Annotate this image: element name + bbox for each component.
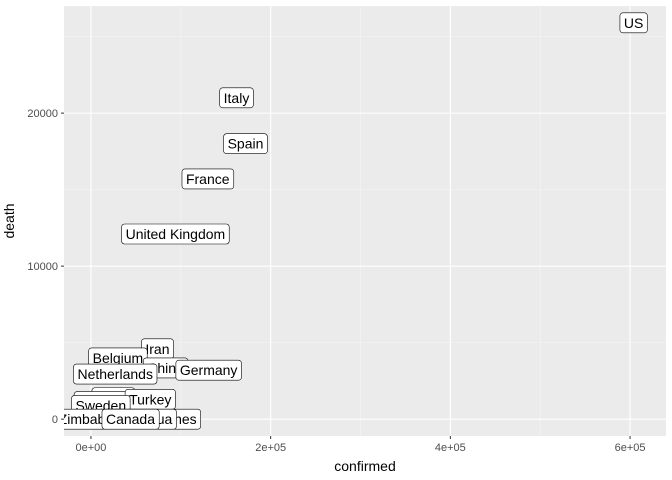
point-label: Canada [101, 408, 160, 430]
y-tick-label: 0 [52, 414, 58, 426]
point-label: Italy [219, 87, 254, 109]
label-text: United Kingdom [126, 226, 226, 242]
label-text: Germany [180, 362, 238, 378]
x-tick-label: 6e+05 [615, 442, 646, 454]
x-tick-label: 4e+05 [435, 442, 466, 454]
y-tick-label: 10000 [27, 261, 58, 273]
label-text: Turkey [129, 391, 171, 407]
label-text: Belgium [93, 350, 144, 366]
label-box [101, 408, 160, 430]
point-label: France [181, 168, 235, 190]
label-text: France [186, 171, 230, 187]
y-axis-title: death [1, 203, 17, 238]
point-labels: US Italy Spain France United Kingdom IranBelg… [64, 12, 648, 430]
label-text: Italy [224, 90, 250, 106]
label-box [619, 12, 648, 34]
point-label: US [619, 12, 648, 34]
point-label: Turkey [124, 388, 176, 410]
point-label: Netherlands [73, 363, 158, 385]
label-box [223, 133, 268, 155]
point-label: Iran [141, 338, 174, 360]
label-box [181, 168, 235, 190]
y-tick-label: 20000 [27, 108, 58, 120]
x-tick-label: 2e+05 [255, 442, 286, 454]
label-text: Iran [145, 341, 169, 357]
label-box [121, 223, 230, 245]
label-box [219, 87, 254, 109]
x-tick-label: 0e+00 [76, 442, 107, 454]
point-label: United Kingdom [121, 223, 230, 245]
axes: 0e+00 2e+05 4e+05 6e+05 0 10000 20000 [27, 108, 645, 454]
label-text: Spain [228, 136, 264, 152]
label-box [175, 359, 242, 381]
point-label: Germany [175, 359, 242, 381]
x-axis-title: confirmed [334, 458, 395, 474]
label-text: Canada [106, 411, 155, 427]
label-text: Netherlands [77, 366, 153, 382]
point-label: Spain [223, 133, 268, 155]
label-text: US [624, 15, 643, 31]
label-box [73, 363, 158, 385]
